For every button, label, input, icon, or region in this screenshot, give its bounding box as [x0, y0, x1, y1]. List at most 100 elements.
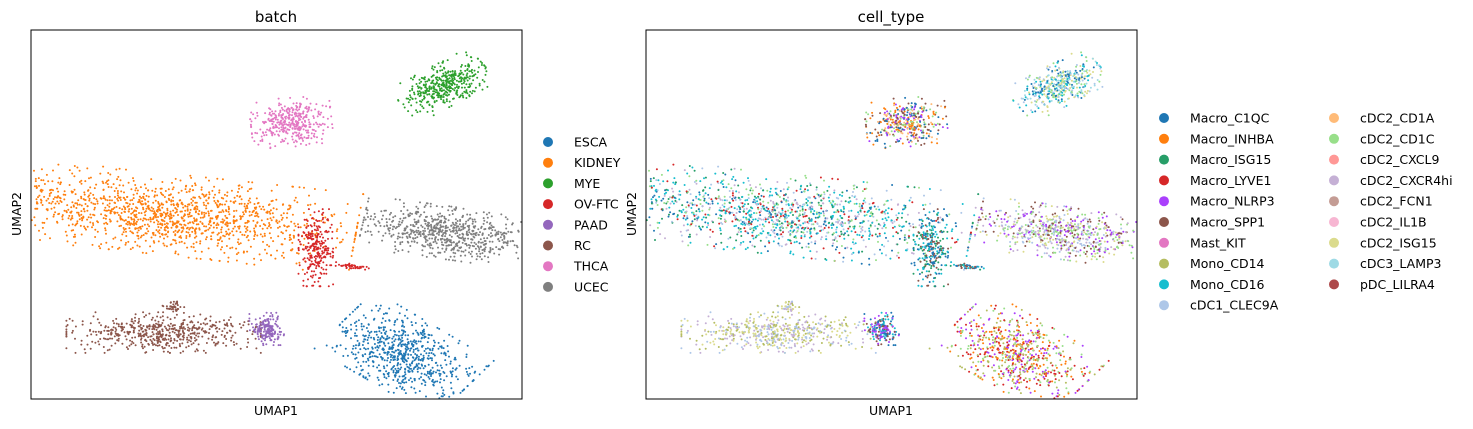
scatter-point	[253, 140, 256, 143]
scatter-point	[325, 245, 328, 248]
scatter-point	[465, 90, 468, 93]
scatter-point	[728, 190, 731, 192]
scatter-point	[474, 225, 477, 228]
scatter-point	[383, 351, 386, 354]
scatter-point	[422, 379, 425, 381]
scatter-point	[188, 329, 190, 332]
scatter-point	[147, 336, 150, 339]
scatter-point	[443, 66, 445, 69]
scatter-point	[322, 221, 325, 224]
scatter-point	[356, 265, 359, 268]
scatter-point	[73, 175, 76, 178]
scatter-point	[178, 329, 181, 332]
scatter-point	[302, 279, 305, 282]
scatter-point	[755, 212, 758, 215]
legend-label: UCEC	[574, 279, 609, 294]
scatter-point	[75, 207, 78, 209]
scatter-point	[188, 339, 190, 342]
scatter-point	[451, 213, 454, 215]
scatter-point	[181, 217, 184, 220]
scatter-point	[409, 236, 412, 239]
scatter-point	[291, 122, 294, 125]
scatter-point	[216, 244, 219, 247]
scatter-point	[383, 359, 386, 362]
scatter-point	[383, 367, 386, 370]
scatter-point	[397, 99, 400, 102]
scatter-point	[423, 227, 426, 230]
scatter-point	[447, 350, 450, 353]
scatter-point	[216, 330, 219, 333]
scatter-point	[314, 202, 317, 205]
scatter-point	[202, 349, 205, 352]
scatter-point	[163, 223, 166, 226]
scatter-point	[319, 235, 322, 238]
scatter-point	[295, 102, 298, 105]
scatter-point	[254, 117, 257, 120]
scatter-point	[274, 124, 277, 126]
scatter-point	[458, 85, 460, 88]
scatter-point	[268, 232, 271, 235]
scatter-point	[429, 246, 432, 249]
scatter-point	[916, 268, 919, 271]
scatter-point	[157, 220, 160, 223]
scatter-point	[484, 73, 487, 76]
scatter-point	[458, 339, 461, 342]
scatter-point	[876, 227, 879, 230]
scatter-point	[137, 201, 140, 204]
scatter-point	[272, 344, 275, 347]
scatter-point	[885, 236, 887, 239]
scatter-point	[317, 233, 320, 235]
scatter-point	[787, 231, 790, 233]
scatter-point	[404, 334, 407, 337]
scatter-point	[434, 236, 437, 239]
scatter-point	[155, 229, 158, 232]
scatter-point	[938, 221, 941, 224]
scatter-point	[307, 232, 310, 235]
scatter-point	[358, 234, 361, 237]
scatter-point	[485, 70, 488, 73]
scatter-point	[190, 343, 193, 346]
scatter-point	[229, 316, 232, 319]
scatter-point	[302, 110, 305, 113]
scatter-point	[68, 169, 71, 172]
scatter-point	[451, 209, 454, 212]
scatter-point	[426, 93, 429, 96]
scatter-point	[211, 324, 214, 327]
scatter-point	[286, 225, 289, 228]
scatter-point	[313, 281, 316, 283]
scatter-point	[778, 216, 781, 219]
scatter-point	[252, 210, 255, 213]
scatter-point	[105, 232, 107, 235]
scatter-point	[447, 70, 450, 73]
scatter-point	[699, 180, 702, 183]
scatter-point	[430, 357, 433, 360]
scatter-point	[280, 214, 283, 217]
scatter-point	[403, 106, 406, 109]
scatter-point	[132, 331, 135, 334]
scatter-point	[351, 347, 354, 350]
scatter-point	[150, 206, 153, 209]
scatter-point	[244, 209, 247, 212]
scatter-point	[289, 125, 292, 128]
scatter-point	[214, 336, 217, 339]
legend-marker	[543, 261, 553, 272]
scatter-point	[421, 105, 424, 108]
scatter-point	[753, 212, 755, 214]
scatter-point	[866, 181, 869, 184]
scatter-point	[310, 260, 313, 263]
scatter-point	[321, 142, 324, 145]
scatter-point	[204, 331, 206, 334]
scatter-point	[271, 112, 274, 115]
scatter-point	[225, 338, 228, 340]
scatter-point	[139, 236, 142, 239]
scatter-point	[67, 224, 70, 227]
scatter-point	[765, 206, 768, 209]
scatter-point	[408, 363, 411, 366]
scatter-point	[155, 332, 158, 335]
scatter-point	[455, 244, 458, 247]
scatter-point	[168, 327, 171, 330]
scatter-point	[189, 208, 192, 211]
scatter-point	[412, 332, 415, 335]
scatter-point	[173, 223, 176, 226]
scatter-point	[168, 215, 171, 218]
